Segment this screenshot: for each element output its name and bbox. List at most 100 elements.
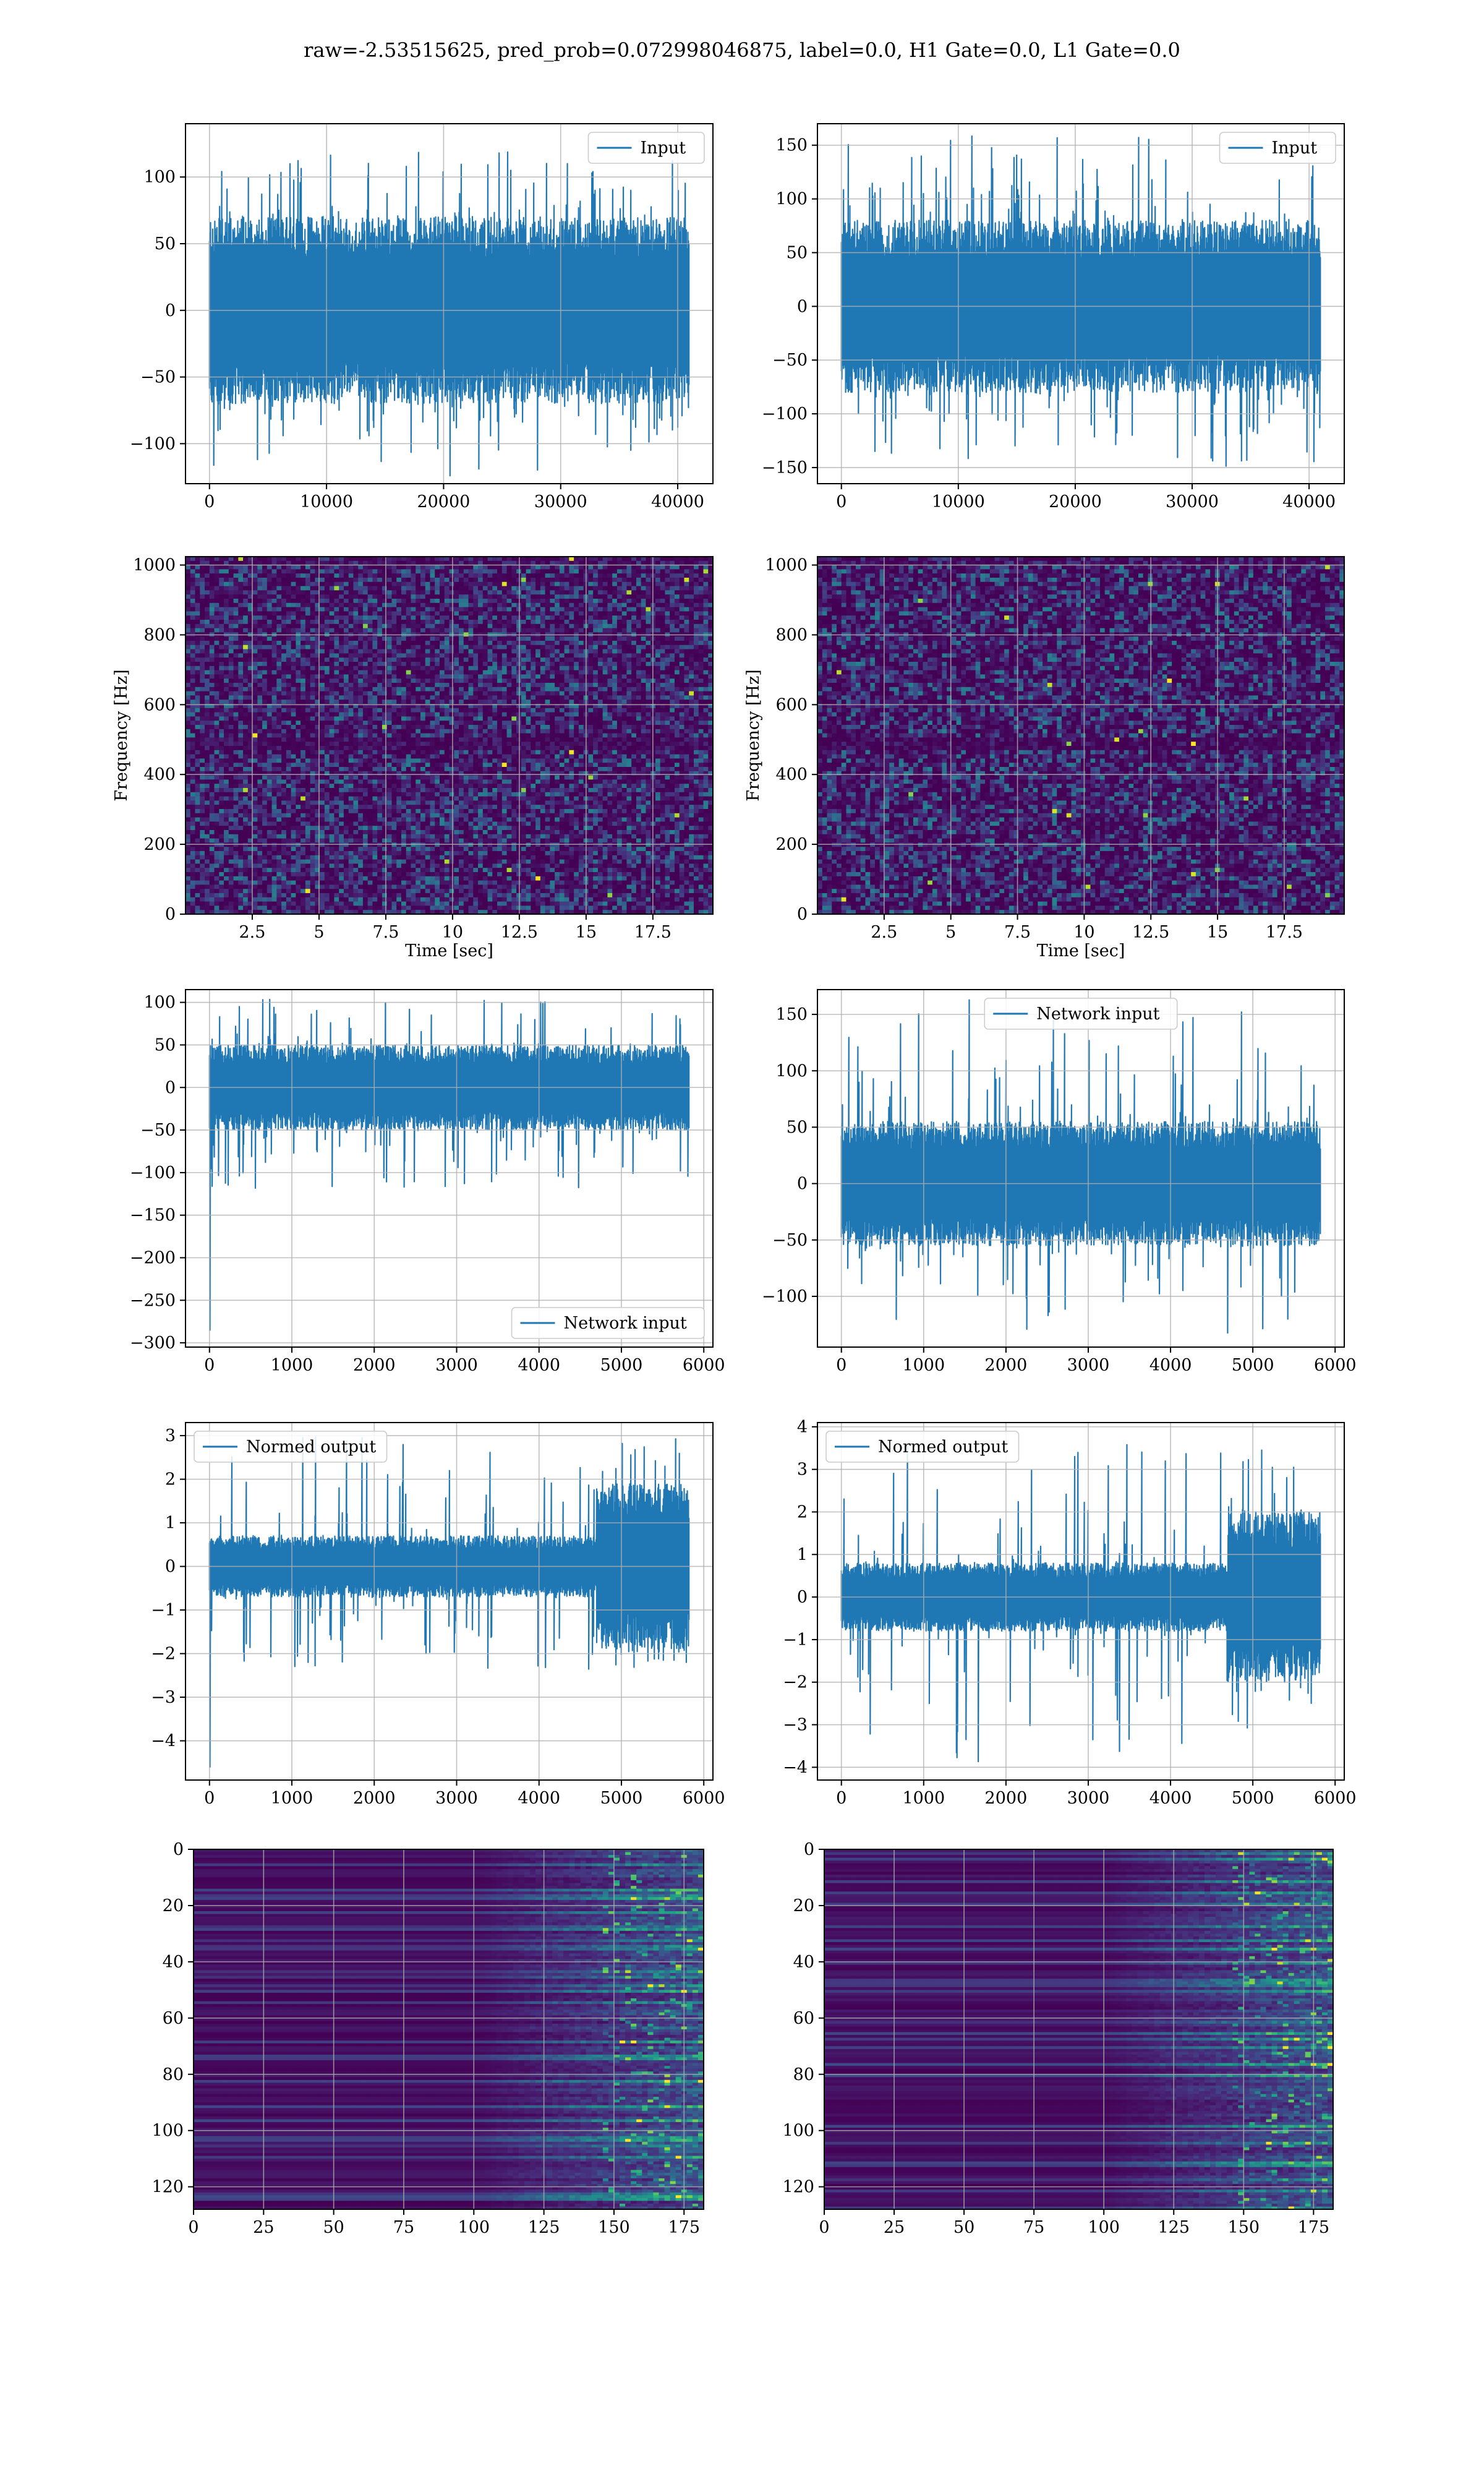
series-trace [208,998,690,1331]
x-tick-label: 0 [204,1356,215,1375]
y-tick-label: 80 [163,2065,184,2084]
plot-area [840,135,1321,467]
legend-box [511,1307,705,1339]
y-tick-label: 1 [797,1545,808,1564]
y-tick-label: 0 [797,1588,808,1607]
x-tick-label: 175 [1298,2218,1330,2237]
y-tick-label: 4 [797,1418,808,1437]
y-tick-label: 120 [151,2178,184,2197]
x-tick-label: 2000 [353,1356,396,1375]
y-tick-label: 50 [787,1118,808,1137]
y-tick-label: −2 [151,1645,176,1664]
axes-frame [817,989,1345,1348]
x-tick-label: 10 [442,923,463,942]
grid [186,557,713,915]
x-tick-label: 100 [1088,2218,1120,2237]
legend-box [1219,132,1336,164]
x-tick-label: 12.5 [1132,923,1169,942]
y-tick-label: 600 [775,695,808,714]
plot-area [186,557,713,914]
x-tick-label: 0 [188,2218,198,2237]
y-tick-label: 0 [797,297,808,316]
subplot-r2c1: 2.5 5 7.5 10 12.5 15 17.5 0 200 400 600 800 1000 Time… [112,556,714,961]
x-tick-label: 10000 [300,492,353,511]
y-tick-label: 0 [165,1078,176,1097]
subplot-r1c1: 0 10000 20000 30000 40000 −100 −50 0 50 100 Input [130,123,714,511]
x-tick-label: 5000 [1232,1789,1274,1808]
y-tick-label: 0 [797,905,808,924]
x-tick-label: 4000 [1149,1789,1192,1808]
y-tick-label: 400 [143,765,176,784]
y-tick-label: 150 [775,136,808,155]
y-tick-label: −50 [772,1231,808,1250]
grid [186,990,713,1347]
y-tick-label: 100 [775,1061,808,1081]
x-tick-label: 0 [819,2218,829,2237]
y-tick-label: 0 [165,1557,176,1577]
y-tick-label: 50 [155,1035,176,1055]
y-tick-label: −4 [783,1758,808,1777]
x-tick-label: 4000 [1149,1356,1192,1375]
axes-frame [185,1422,714,1781]
subplot-r4c1: 0 1000 2000 3000 4000 5000 6000 −4 −3 −2 −1 0 1 2 3 Nor… [151,1422,725,1808]
x-tick-label: 1000 [902,1789,945,1808]
grid [817,557,1344,915]
y-tick-label: −1 [151,1601,176,1620]
legend: Normed output [825,1431,1020,1463]
y-tick-label: −3 [783,1716,808,1735]
y-tick-label: 100 [775,190,808,209]
x-tick-label: 6000 [1314,1356,1357,1375]
y-tick-label: 120 [782,2178,814,2197]
y-tick-label: 0 [804,1840,814,1859]
y-tick-label: 1000 [765,556,808,575]
y-tick-label: 20 [163,1896,184,1915]
x-tick-label: 2000 [985,1789,1028,1808]
y-tick-label: 1 [165,1513,176,1533]
x-tick-label: 175 [668,2218,700,2237]
y-tick-label: 3 [797,1460,808,1479]
x-tick-label: 5 [313,923,324,942]
x-tick-label: 3000 [1067,1356,1110,1375]
legend-box [194,1431,388,1463]
y-tick-label: 200 [775,835,808,854]
grid [186,124,713,484]
x-tick-label: 125 [528,2218,560,2237]
x-tick-label: 6000 [683,1789,725,1808]
x-tick-label: 1000 [902,1356,945,1375]
x-tick-label: 5000 [600,1356,643,1375]
y-tick-label: −4 [151,1732,176,1751]
legend-label: Input [1272,139,1318,158]
x-tick-label: 15 [576,923,597,942]
subplot-r5c2: 0 25 50 75 100 125 150 175 0 20 40 60 80 100 120 [782,1840,1334,2237]
x-tick-label: 40000 [651,492,704,511]
x-tick-label: 7.5 [1004,923,1031,942]
x-tick-label: 4000 [518,1789,560,1808]
x-tick-label: 1000 [271,1356,313,1375]
grid [817,124,1344,484]
x-tick-label: 30000 [1166,492,1219,511]
legend-label: Input [641,139,686,158]
legend-box [984,998,1178,1030]
y-tick-label: 100 [151,2121,184,2141]
x-tick-label: 75 [1023,2218,1044,2237]
x-tick-label: 3000 [1067,1789,1110,1808]
y-tick-label: 0 [165,905,176,924]
plot-area [817,557,1344,914]
y-tick-label: 1000 [133,556,176,575]
figure-title: raw=-2.53515625, pred_prob=0.07299804687… [0,38,1484,62]
y-tick-label: 60 [163,2009,184,2028]
axes-frame [193,1849,704,2210]
x-tick-label: 40000 [1282,492,1336,511]
y-tick-label: 50 [787,243,808,262]
plot-area [208,1436,690,1768]
y-tick-label: −1 [783,1630,808,1650]
x-tick-label: 3000 [435,1356,478,1375]
x-tick-label: 5000 [600,1789,643,1808]
y-tick-label: 800 [775,625,808,644]
series-trace [208,1436,690,1768]
x-tick-label: 7.5 [372,923,399,942]
y-tick-label: 100 [143,993,176,1012]
plot-area [840,1444,1321,1763]
y-tick-label: −150 [762,458,808,477]
